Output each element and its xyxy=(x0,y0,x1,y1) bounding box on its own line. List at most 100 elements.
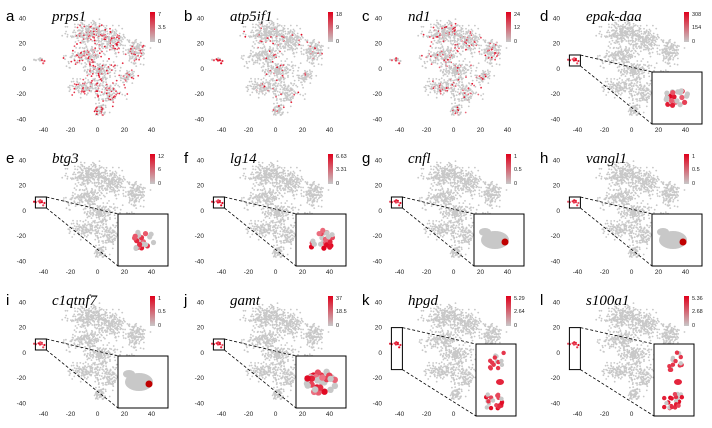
cell-point xyxy=(449,31,451,33)
cell-point xyxy=(284,92,286,94)
cell-point xyxy=(268,39,270,41)
cell-point xyxy=(123,53,125,55)
cell-point xyxy=(453,50,455,52)
cell-point xyxy=(133,78,135,80)
cell-point xyxy=(477,41,479,43)
cell-point xyxy=(462,25,464,27)
cell-point xyxy=(241,55,243,57)
cell-point xyxy=(137,55,139,57)
cell-point xyxy=(79,60,81,62)
cell-point xyxy=(497,50,499,52)
cell-point xyxy=(451,84,453,86)
cell-point xyxy=(603,87,605,89)
cell-point xyxy=(448,60,450,62)
cell-point xyxy=(269,34,271,36)
cell-point xyxy=(499,64,501,66)
cell-point xyxy=(126,93,128,95)
cell-point xyxy=(261,84,263,86)
cell-point xyxy=(630,75,632,77)
cell-point xyxy=(462,85,464,87)
cell-point xyxy=(143,64,145,66)
cell-point xyxy=(609,34,611,36)
cell-point xyxy=(628,80,630,82)
cell-point xyxy=(259,63,261,65)
cell-point xyxy=(456,78,458,80)
cell-point xyxy=(307,41,309,43)
cell-point xyxy=(461,100,463,102)
cell-point xyxy=(443,81,445,83)
cell-point xyxy=(290,90,292,92)
cell-point xyxy=(449,27,451,29)
cell-point xyxy=(269,75,271,77)
cell-point xyxy=(263,88,265,90)
cell-point xyxy=(634,78,636,80)
cell-point xyxy=(465,49,467,51)
cell-point xyxy=(287,97,289,99)
cell-point xyxy=(606,53,608,55)
cell-point xyxy=(607,30,609,32)
cell-point xyxy=(305,39,307,41)
cell-point xyxy=(310,73,312,75)
cell-point xyxy=(451,93,453,95)
cell-point xyxy=(456,109,458,111)
cell-point xyxy=(608,60,610,62)
cell-point xyxy=(440,93,442,95)
cell-point xyxy=(608,45,610,47)
cell-point xyxy=(84,62,86,64)
cell-point xyxy=(267,66,269,68)
cell-point xyxy=(74,83,76,85)
cell-point xyxy=(280,88,282,90)
cell-point xyxy=(458,85,460,87)
cell-point xyxy=(92,88,94,90)
cell-point xyxy=(264,72,266,74)
cell-point xyxy=(75,32,77,34)
cell-point xyxy=(613,58,615,60)
cell-point xyxy=(281,38,283,40)
cell-point xyxy=(470,76,472,78)
cell-point xyxy=(465,97,467,99)
cell-point xyxy=(495,50,497,52)
cell-point xyxy=(274,43,276,45)
cell-point xyxy=(91,75,93,77)
cell-point xyxy=(298,36,300,38)
y-tick-label: 20 xyxy=(553,41,561,48)
cell-point xyxy=(607,81,609,83)
cell-point xyxy=(131,42,133,44)
cell-point xyxy=(283,31,285,33)
cell-point xyxy=(82,53,84,55)
cell-point xyxy=(114,67,116,69)
cell-point xyxy=(281,104,283,106)
cell-point xyxy=(104,111,106,113)
cell-point xyxy=(283,35,285,37)
cell-point xyxy=(438,23,440,25)
x-tick-label: 0 xyxy=(96,127,100,134)
cell-point xyxy=(424,61,426,63)
cell-point xyxy=(642,66,644,68)
cell-point xyxy=(484,78,486,80)
cell-point xyxy=(291,92,293,94)
cell-point xyxy=(268,82,270,84)
cell-point xyxy=(134,63,136,65)
cell-point xyxy=(625,80,627,82)
cell-point xyxy=(271,27,273,29)
cell-point xyxy=(487,42,489,44)
cell-point xyxy=(272,80,274,82)
cell-point xyxy=(96,43,98,45)
cell-point xyxy=(617,26,619,28)
cell-point xyxy=(73,81,75,83)
cell-point xyxy=(125,53,127,55)
cell-point xyxy=(316,59,318,61)
cell-point xyxy=(669,49,671,51)
cell-point xyxy=(276,79,278,81)
cell-point xyxy=(468,87,470,89)
cell-point xyxy=(257,84,259,86)
cell-point xyxy=(479,53,481,55)
cell-point xyxy=(632,45,634,47)
cell-point xyxy=(109,69,111,71)
cell-point xyxy=(617,67,619,69)
cell-point xyxy=(102,82,104,84)
cell-point xyxy=(256,62,258,64)
cell-point xyxy=(674,63,676,65)
cell-point xyxy=(308,48,310,50)
cell-point xyxy=(276,98,278,100)
